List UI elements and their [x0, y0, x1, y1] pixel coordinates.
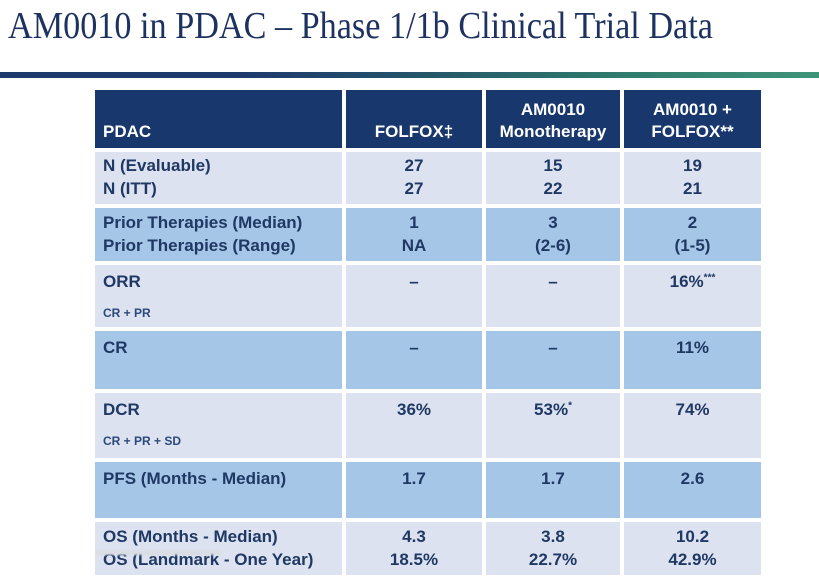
- table-header-row: PDAC FOLFOX‡ AM0010 Monotherapy AM0010 +…: [95, 90, 761, 148]
- clinical-trial-table: PDAC FOLFOX‡ AM0010 Monotherapy AM0010 +…: [91, 86, 765, 579]
- value-folfox-pfs: 1.7: [402, 469, 426, 488]
- value-mono-prior-range: (2-6): [535, 235, 571, 255]
- cropped-footnote-artifact: [96, 551, 221, 555]
- row-orr-label: ORR CR + PR: [95, 265, 342, 327]
- value-combo-os-landmark: 42.9%: [668, 549, 717, 569]
- cell-folfox-pfs: 1.7: [346, 462, 482, 518]
- value-folfox-prior-median: 1: [409, 212, 419, 232]
- value-mono-n-evaluable: 15: [543, 156, 563, 176]
- col-header-combo-line1: AM0010 +: [653, 99, 732, 119]
- page-title: AM0010 in PDAC – Phase 1/1b Clinical Tri…: [8, 5, 713, 47]
- col-header-am0010-line1: AM0010: [520, 99, 586, 119]
- row-os-labels: OS (Months - Median) OS (Landmark - One …: [95, 522, 342, 575]
- value-mono-dcr-footnote-mark: *: [568, 400, 572, 412]
- row-cr-label: CR: [95, 331, 342, 389]
- value-mono-pfs: 1.7: [541, 469, 565, 488]
- cell-mono-dcr: 53%*: [486, 393, 620, 458]
- cell-folfox-cr: –: [346, 331, 482, 389]
- table-row-prior-therapies: Prior Therapies (Median) Prior Therapies…: [95, 208, 761, 261]
- title-divider-rule: [0, 72, 819, 78]
- value-folfox-os-median: 4.3: [402, 526, 426, 546]
- table-row-dcr: DCR CR + PR + SD 36% 53%* 74%: [95, 393, 761, 458]
- cell-mono-os: 3.8 22.7%: [486, 522, 620, 575]
- row-n-labels: N (Evaluable) N (ITT): [95, 152, 342, 204]
- cell-folfox-prior: 1 NA: [346, 208, 482, 261]
- value-folfox-orr: –: [409, 272, 419, 291]
- cell-combo-os: 10.2 42.9%: [624, 522, 761, 575]
- cell-combo-pfs: 2.6: [624, 462, 761, 518]
- row-label-prior-range: Prior Therapies (Range): [103, 235, 296, 255]
- value-mono-dcr: 53%: [534, 400, 569, 419]
- value-mono-n-itt: 22: [543, 179, 563, 198]
- value-mono-os-median: 3.8: [541, 526, 565, 546]
- col-header-pdac-label: PDAC: [103, 121, 152, 141]
- value-folfox-n-itt: 27: [404, 179, 424, 198]
- col-header-am0010-folfox: AM0010 + FOLFOX**: [624, 90, 761, 148]
- cell-mono-prior: 3 (2-6): [486, 208, 620, 261]
- value-combo-prior-median: 2: [687, 212, 698, 232]
- cell-combo-prior: 2 (1-5): [624, 208, 761, 261]
- value-mono-cr: –: [548, 338, 558, 357]
- value-combo-prior-range: (1-5): [674, 235, 711, 255]
- value-mono-prior-median: 3: [548, 212, 558, 232]
- cell-combo-n: 19 21: [624, 152, 761, 204]
- cell-combo-orr: 16%***: [624, 265, 761, 327]
- value-combo-cr: 11%: [675, 338, 710, 357]
- value-combo-pfs: 2.6: [680, 469, 705, 488]
- row-label-n-evaluable: N (Evaluable): [103, 156, 211, 176]
- value-folfox-prior-range: NA: [401, 235, 427, 255]
- row-label-n-itt: N (ITT): [103, 179, 157, 198]
- cell-mono-n: 15 22: [486, 152, 620, 204]
- col-header-folfox-label: FOLFOX‡: [374, 121, 454, 141]
- cell-folfox-dcr: 36%: [346, 393, 482, 458]
- value-folfox-os-landmark: 18.5%: [389, 549, 439, 569]
- col-header-folfox: FOLFOX‡: [346, 90, 482, 148]
- cell-folfox-n: 27 27: [346, 152, 482, 204]
- row-label-pfs: PFS (Months - Median): [103, 469, 287, 488]
- row-label-dcr: DCR: [103, 400, 140, 419]
- table-row-cr: CR – – 11%: [95, 331, 761, 389]
- col-header-pdac: PDAC: [95, 90, 342, 148]
- cell-folfox-os: 4.3 18.5%: [346, 522, 482, 575]
- value-combo-orr-footnote-mark: ***: [703, 272, 716, 284]
- row-sublabel-orr: CR + PR: [103, 305, 151, 320]
- row-label-orr: ORR: [103, 272, 141, 291]
- value-folfox-cr: –: [409, 338, 419, 357]
- value-combo-orr: 16%: [669, 272, 704, 291]
- table-row-os: OS (Months - Median) OS (Landmark - One …: [95, 522, 761, 575]
- cell-mono-pfs: 1.7: [486, 462, 620, 518]
- value-combo-os-median: 10.2: [675, 526, 710, 546]
- value-combo-n-itt: 21: [683, 179, 702, 198]
- row-label-cr: CR: [103, 338, 128, 357]
- col-header-am0010-monotherapy: AM0010 Monotherapy: [486, 90, 620, 148]
- row-label-prior-median: Prior Therapies (Median): [103, 212, 303, 232]
- col-header-combo-line2: FOLFOX**: [651, 121, 734, 141]
- row-label-os-median: OS (Months - Median): [103, 526, 278, 546]
- row-prior-therapies-labels: Prior Therapies (Median) Prior Therapies…: [95, 208, 342, 261]
- table-row-pfs: PFS (Months - Median) 1.7 1.7 2.6: [95, 462, 761, 518]
- value-folfox-n-evaluable: 27: [404, 156, 424, 176]
- value-mono-os-landmark: 22.7%: [528, 549, 578, 569]
- table-row-n: N (Evaluable) N (ITT) 27 27 15 22 19 21: [95, 152, 761, 204]
- row-dcr-label: DCR CR + PR + SD: [95, 393, 342, 458]
- value-combo-dcr: 74%: [675, 400, 710, 419]
- cell-combo-dcr: 74%: [624, 393, 761, 458]
- value-combo-n-evaluable: 19: [683, 156, 702, 176]
- col-header-am0010-line2: Monotherapy: [499, 121, 607, 141]
- cell-mono-cr: –: [486, 331, 620, 389]
- row-sublabel-dcr: CR + PR + SD: [103, 433, 182, 448]
- cell-folfox-orr: –: [346, 265, 482, 327]
- row-pfs-label: PFS (Months - Median): [95, 462, 342, 518]
- value-mono-orr: –: [548, 272, 558, 291]
- cell-mono-orr: –: [486, 265, 620, 327]
- table-row-orr: ORR CR + PR – – 16%***: [95, 265, 761, 327]
- value-folfox-dcr: 36%: [396, 400, 432, 419]
- cell-combo-cr: 11%: [624, 331, 761, 389]
